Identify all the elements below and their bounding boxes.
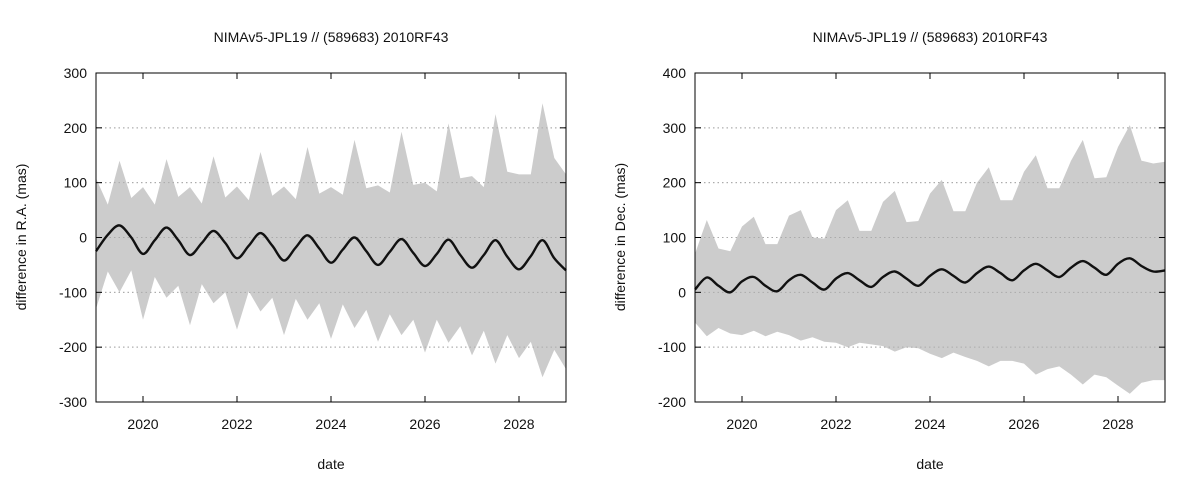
y-tick-label: 200 — [64, 120, 88, 136]
y-tick-label: 100 — [64, 175, 88, 191]
x-tick-label: 2020 — [127, 416, 158, 432]
x-tick-label: 2022 — [820, 416, 851, 432]
x-tick-label: 2028 — [503, 416, 534, 432]
y-tick-label: 200 — [663, 175, 687, 191]
y-tick-label: -200 — [658, 394, 686, 410]
uncertainty-band — [695, 125, 1165, 394]
x-axis-label: date — [916, 456, 943, 472]
y-tick-label: 300 — [663, 120, 687, 136]
x-tick-label: 2020 — [726, 416, 757, 432]
y-tick-label: 0 — [678, 284, 686, 300]
y-tick-label: -200 — [59, 339, 87, 355]
ra-difference-panel: NIMAv5-JPL19 // (589683) 2010RF43 date d… — [13, 29, 567, 472]
uncertainty-band — [96, 103, 566, 378]
x-tick-label: 2026 — [409, 416, 440, 432]
x-tick-label: 2024 — [914, 416, 945, 432]
y-tick-label: 400 — [663, 65, 687, 81]
x-tick-label: 2028 — [1102, 416, 1133, 432]
y-tick-label: 100 — [663, 230, 687, 246]
y-tick-label: -100 — [59, 284, 87, 300]
y-tick-label: -300 — [59, 394, 87, 410]
x-tick-label: 2022 — [221, 416, 252, 432]
mean-difference-line — [694, 257, 1166, 294]
y-axis-label: difference in Dec. (mas) — [612, 163, 628, 311]
y-axis-label: difference in R.A. (mas) — [13, 164, 29, 311]
dec-difference-panel: NIMAv5-JPL19 // (589683) 2010RF43 date d… — [612, 29, 1166, 472]
chart-title: NIMAv5-JPL19 // (589683) 2010RF43 — [214, 29, 449, 45]
y-tick-label: 300 — [64, 65, 88, 81]
x-axis-label: date — [317, 456, 344, 472]
mean-difference-line — [95, 224, 567, 272]
y-tick-label: 0 — [79, 230, 87, 246]
x-tick-label: 2026 — [1008, 416, 1039, 432]
chart-title: NIMAv5-JPL19 // (589683) 2010RF43 — [813, 29, 1048, 45]
y-tick-label: -100 — [658, 339, 686, 355]
x-tick-label: 2024 — [315, 416, 346, 432]
